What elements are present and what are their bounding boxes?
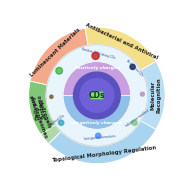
Text: CDs: CDs [89,91,105,100]
Circle shape [130,64,135,69]
Text: Per-6-amino-CDs: Per-6-amino-CDs [125,59,144,78]
Wedge shape [29,90,61,144]
Circle shape [96,133,101,138]
Circle shape [93,53,98,58]
Wedge shape [63,62,131,95]
Text: Luminescent Materials: Luminescent Materials [29,27,82,78]
Text: Molecular
Recognition: Molecular Recognition [151,78,162,113]
Wedge shape [30,28,88,85]
Circle shape [59,120,64,125]
Text: Random 2,3,6-deoxy-CDs: Random 2,3,6-deoxy-CDs [81,47,115,60]
Text: host-guest interactions: host-guest interactions [84,134,116,141]
Circle shape [57,69,61,73]
Circle shape [63,62,131,129]
Text: Hydrogels
and Proteomes: Hydrogels and Proteomes [28,93,54,139]
Circle shape [80,79,114,112]
Circle shape [56,67,62,74]
Text: Positively charged: Positively charged [74,66,120,70]
Wedge shape [63,95,131,129]
Wedge shape [29,81,55,135]
Wedge shape [49,121,156,164]
FancyBboxPatch shape [90,91,103,100]
Text: Modified-CDs: Modified-CDs [49,113,66,127]
Wedge shape [85,27,156,70]
Wedge shape [141,61,165,129]
Text: Negatively charged: Negatively charged [73,121,121,125]
Circle shape [140,92,144,96]
Text: Antibacterial and Antiviral: Antibacterial and Antiviral [85,22,159,61]
Circle shape [50,95,53,98]
Circle shape [46,45,148,146]
Circle shape [74,72,120,119]
Circle shape [92,52,99,59]
Text: Indigenous modified: Indigenous modified [125,108,150,128]
Text: Topological Morphology Regulation: Topological Morphology Regulation [52,146,156,163]
Text: Delivery
Systems: Delivery Systems [31,94,46,120]
Circle shape [132,120,137,125]
